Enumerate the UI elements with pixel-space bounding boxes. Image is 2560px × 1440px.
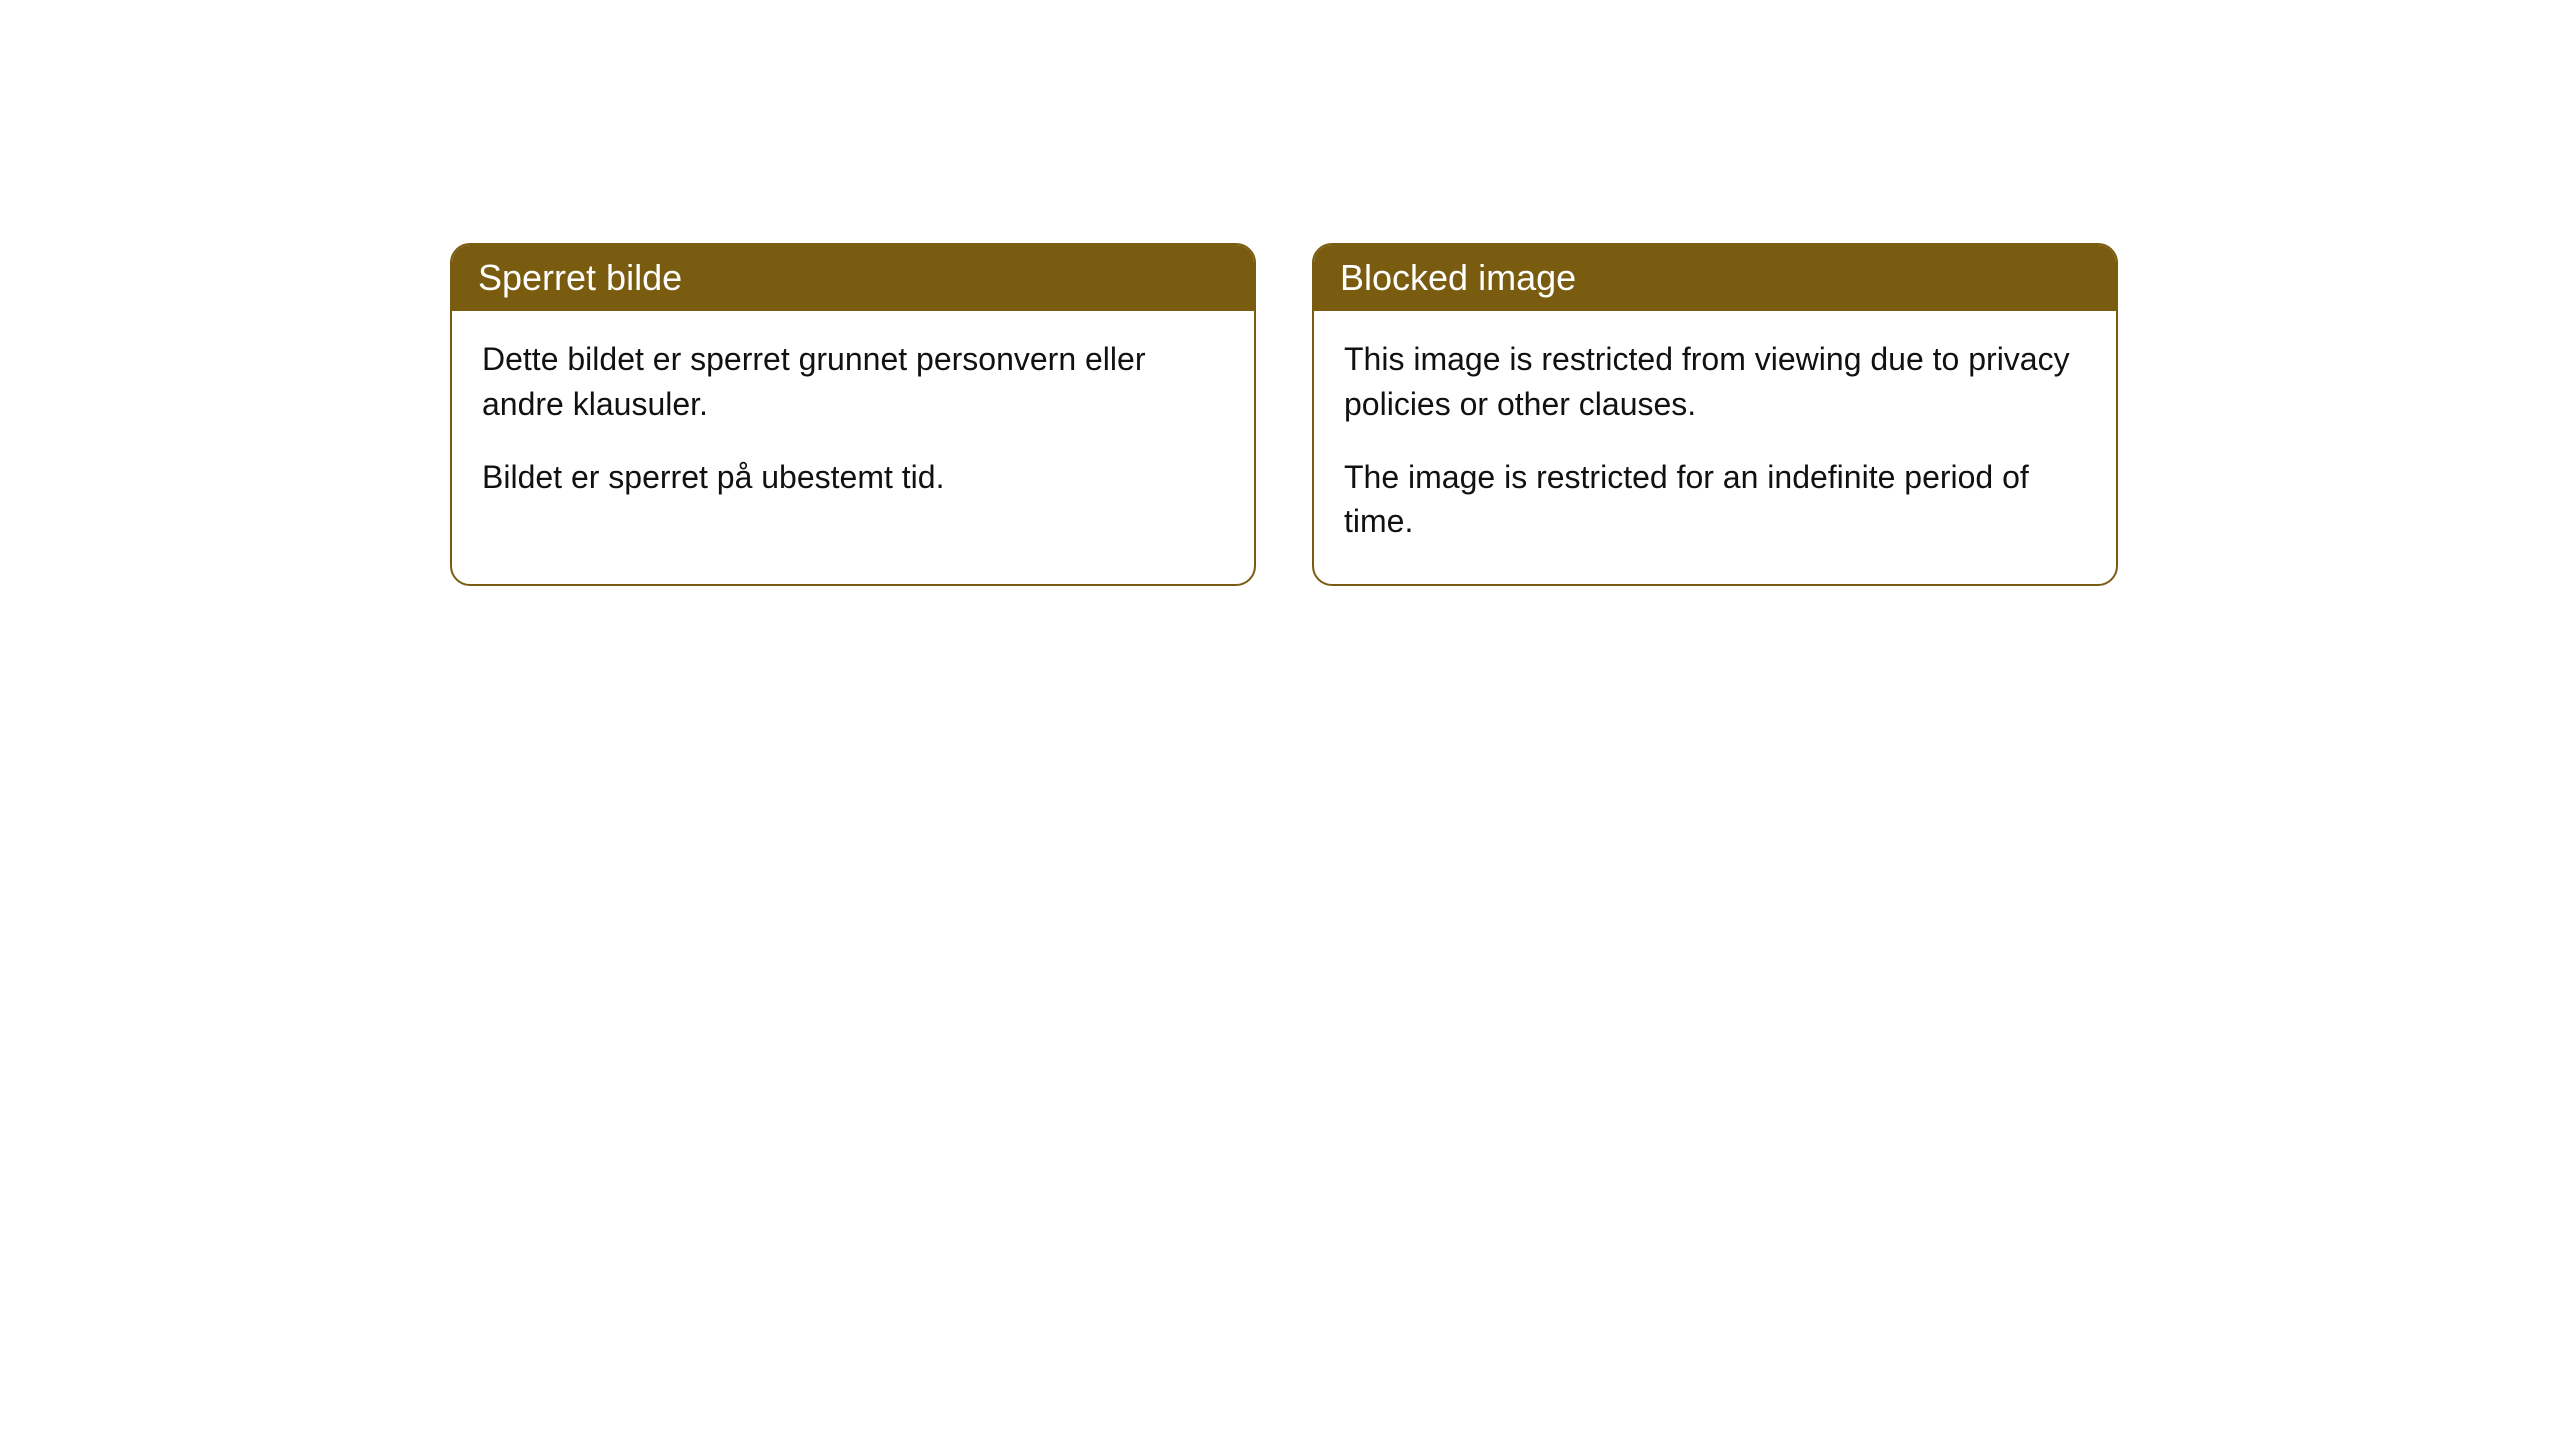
card-header: Blocked image bbox=[1314, 245, 2116, 311]
card-paragraph: Dette bildet er sperret grunnet personve… bbox=[482, 337, 1224, 427]
notice-cards-container: Sperret bilde Dette bildet er sperret gr… bbox=[0, 0, 2560, 586]
card-body: Dette bildet er sperret grunnet personve… bbox=[452, 311, 1254, 539]
notice-card-norwegian: Sperret bilde Dette bildet er sperret gr… bbox=[450, 243, 1256, 586]
card-title: Blocked image bbox=[1340, 257, 1576, 298]
card-paragraph: This image is restricted from viewing du… bbox=[1344, 337, 2086, 427]
card-header: Sperret bilde bbox=[452, 245, 1254, 311]
card-title: Sperret bilde bbox=[478, 257, 682, 298]
notice-card-english: Blocked image This image is restricted f… bbox=[1312, 243, 2118, 586]
card-body: This image is restricted from viewing du… bbox=[1314, 311, 2116, 584]
card-paragraph: The image is restricted for an indefinit… bbox=[1344, 455, 2086, 545]
card-paragraph: Bildet er sperret på ubestemt tid. bbox=[482, 455, 1224, 500]
